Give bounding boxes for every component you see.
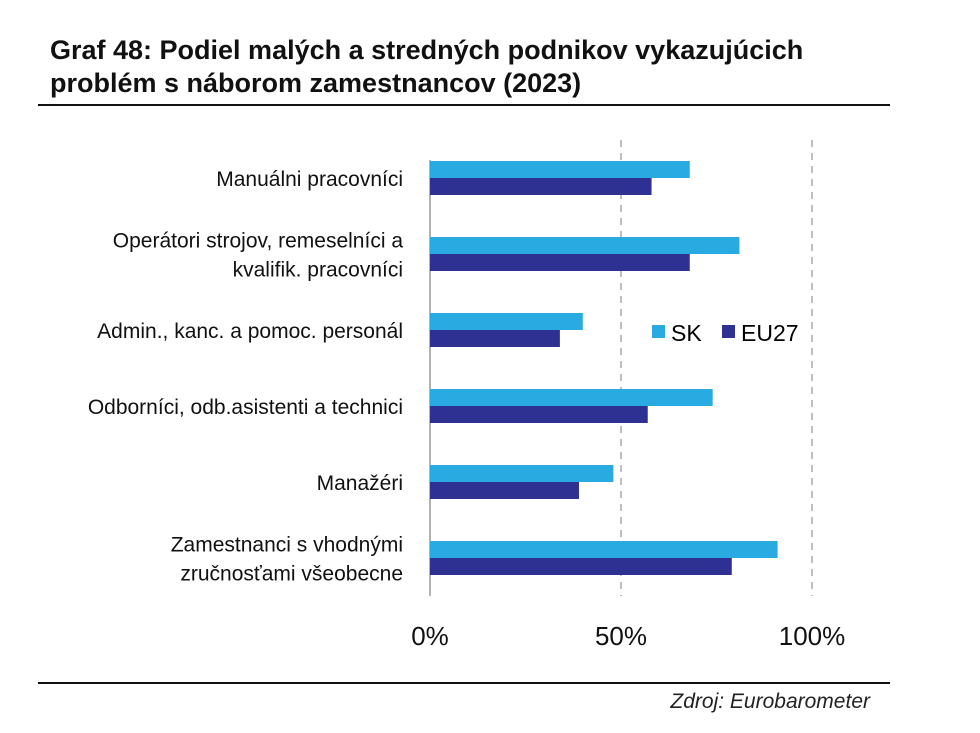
bars-layer	[430, 161, 778, 575]
x-tick-label: 100%	[779, 621, 846, 651]
bar-sk-4	[430, 465, 614, 482]
category-label: Odborníci, odb.asistenti a technici	[88, 396, 403, 419]
chart-title: Graf 48: Podiel malých a stredných podni…	[50, 35, 804, 98]
category-label: Manažéri	[317, 472, 403, 495]
x-tick-label: 50%	[595, 621, 647, 651]
legend-label-eu27: EU27	[741, 320, 799, 346]
title-rule	[38, 104, 890, 106]
category-label: Operátori strojov, remeselníci a	[113, 230, 404, 253]
bar-eu27-5	[430, 558, 732, 575]
bottom-rule	[38, 682, 890, 684]
bar-sk-2	[430, 313, 583, 330]
bar-eu27-4	[430, 482, 579, 499]
bar-sk-3	[430, 389, 713, 406]
bar-eu27-2	[430, 330, 560, 347]
bar-sk-0	[430, 161, 690, 178]
category-label: kvalifik. pracovníci	[233, 259, 403, 282]
category-label: zručnosťami všeobecne	[180, 563, 403, 586]
legend-label-sk: SK	[671, 320, 702, 346]
bar-sk-5	[430, 541, 778, 558]
bar-eu27-0	[430, 178, 652, 195]
x-tick-labels: 0% 50% 100%	[411, 621, 845, 651]
bar-eu27-3	[430, 406, 648, 423]
category-label: Admin., kanc. a pomoc. personál	[97, 320, 403, 343]
legend: SK EU27	[652, 320, 799, 346]
legend-swatch-eu27	[722, 325, 735, 338]
grid-layer	[429, 140, 813, 596]
x-tick-label: 0%	[411, 621, 449, 651]
category-labels: Manuálni pracovníci Operátori strojov, re…	[88, 168, 404, 586]
bar-sk-1	[430, 237, 740, 254]
legend-swatch-sk	[652, 325, 665, 338]
category-label: Manuálni pracovníci	[216, 168, 403, 191]
source-note: Zdroj: Eurobarometer	[670, 690, 870, 713]
bar-eu27-1	[430, 254, 690, 271]
category-label: Zamestnanci s vhodnými	[171, 534, 403, 557]
